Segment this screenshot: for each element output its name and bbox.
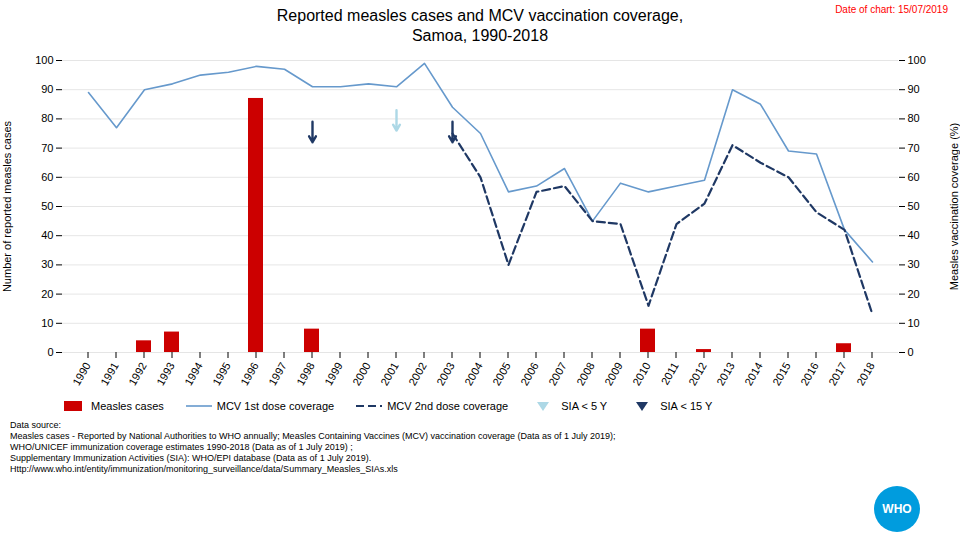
html-text:Date of chart: 15/07/2019: Date of chart: 15/07/2019: [835, 4, 948, 15]
svg-text:10: 10: [41, 317, 53, 329]
svg-text:60: 60: [908, 171, 920, 183]
svg-text:2002: 2002: [406, 360, 429, 387]
svg-text:70: 70: [41, 142, 53, 154]
svg-text:30: 30: [908, 258, 920, 270]
svg-text:50: 50: [41, 200, 53, 212]
svg-text:50: 50: [908, 200, 920, 212]
svg-text:2013: 2013: [714, 360, 737, 387]
svg-text:2007: 2007: [546, 360, 569, 387]
svg-text:2016: 2016: [798, 360, 821, 387]
svg-text:1996: 1996: [238, 360, 261, 387]
svg-text:80: 80: [908, 112, 920, 124]
svg-text:1999: 1999: [322, 360, 345, 387]
svg-text:1998: 1998: [294, 360, 317, 387]
svg-text:30: 30: [41, 258, 53, 270]
svg-text:20: 20: [908, 288, 920, 300]
svg-text:2006: 2006: [518, 360, 541, 387]
svg-text:100: 100: [908, 54, 926, 66]
html-text:Supplementary Immunization Act: Supplementary Immunization Activities (S…: [10, 453, 372, 463]
svg-text:2001: 2001: [378, 360, 401, 387]
html-text:MCV 1st dose coverage: MCV 1st dose coverage: [216, 400, 335, 412]
html-text:SIA < 5 Y: SIA < 5 Y: [561, 400, 608, 412]
html-text:WHO/UNICEF immunization covera: WHO/UNICEF immunization coverage estimat…: [10, 442, 353, 452]
html-text:Samoa, 1990-2018: Samoa, 1990-2018: [411, 27, 548, 44]
svg-text:0: 0: [908, 346, 914, 358]
svg-text:2015: 2015: [770, 360, 793, 387]
html-text:WHO: WHO: [882, 502, 912, 516]
svg-text:1994: 1994: [182, 360, 205, 387]
html-text:Data source:: Data source:: [10, 420, 61, 430]
svg-text:20: 20: [41, 288, 53, 300]
svg-text:40: 40: [908, 229, 920, 241]
svg-text:1997: 1997: [266, 360, 289, 387]
html-text:Measles cases - Reported by Na: Measles cases - Reported by National Aut…: [10, 431, 616, 441]
svg-text:2010: 2010: [630, 360, 653, 387]
svg-text:2005: 2005: [490, 360, 513, 387]
html-text:Http://www.who.int/entity/immu: Http://www.who.int/entity/immunization/m…: [10, 464, 398, 474]
svg-text:90: 90: [908, 83, 920, 95]
svg-text:60: 60: [41, 171, 53, 183]
svg-text:100: 100: [35, 54, 53, 66]
svg-text:90: 90: [41, 83, 53, 95]
svg-text:1990: 1990: [70, 360, 93, 387]
svg-text:1991: 1991: [98, 360, 121, 387]
svg-text:1995: 1995: [210, 360, 233, 387]
svg-text:1993: 1993: [154, 360, 177, 387]
html-text:Reported measles cases and MCV: Reported measles cases and MCV vaccinati…: [276, 7, 684, 24]
svg-text:40: 40: [41, 229, 53, 241]
svg-text:2003: 2003: [434, 360, 457, 387]
svg-text:2008: 2008: [574, 360, 597, 387]
svg-text:0: 0: [47, 346, 53, 358]
svg-text:2004: 2004: [462, 360, 485, 387]
svg-text:2009: 2009: [602, 360, 625, 387]
svg-text:2014: 2014: [742, 360, 765, 387]
svg-text:1992: 1992: [126, 360, 149, 387]
html-text:MCV 2nd dose coverage: MCV 2nd dose coverage: [387, 400, 509, 412]
html-text:Measles cases: Measles cases: [91, 400, 164, 412]
svg-text:80: 80: [41, 112, 53, 124]
svg-text:2017: 2017: [826, 360, 849, 387]
svg-text:70: 70: [908, 142, 920, 154]
svg-text:2000: 2000: [350, 360, 373, 387]
svg-text:2018: 2018: [854, 360, 877, 387]
html-text:SIA < 15 Y: SIA < 15 Y: [660, 400, 713, 412]
svg-text:2011: 2011: [659, 360, 681, 386]
svg-text:2012: 2012: [686, 360, 709, 387]
svg-text:Number of reported measles cas: Number of reported measles cases: [1, 120, 13, 292]
svg-text:Measles vaccination coverage (: Measles vaccination coverage (%): [948, 123, 960, 291]
svg-text:10: 10: [908, 317, 920, 329]
